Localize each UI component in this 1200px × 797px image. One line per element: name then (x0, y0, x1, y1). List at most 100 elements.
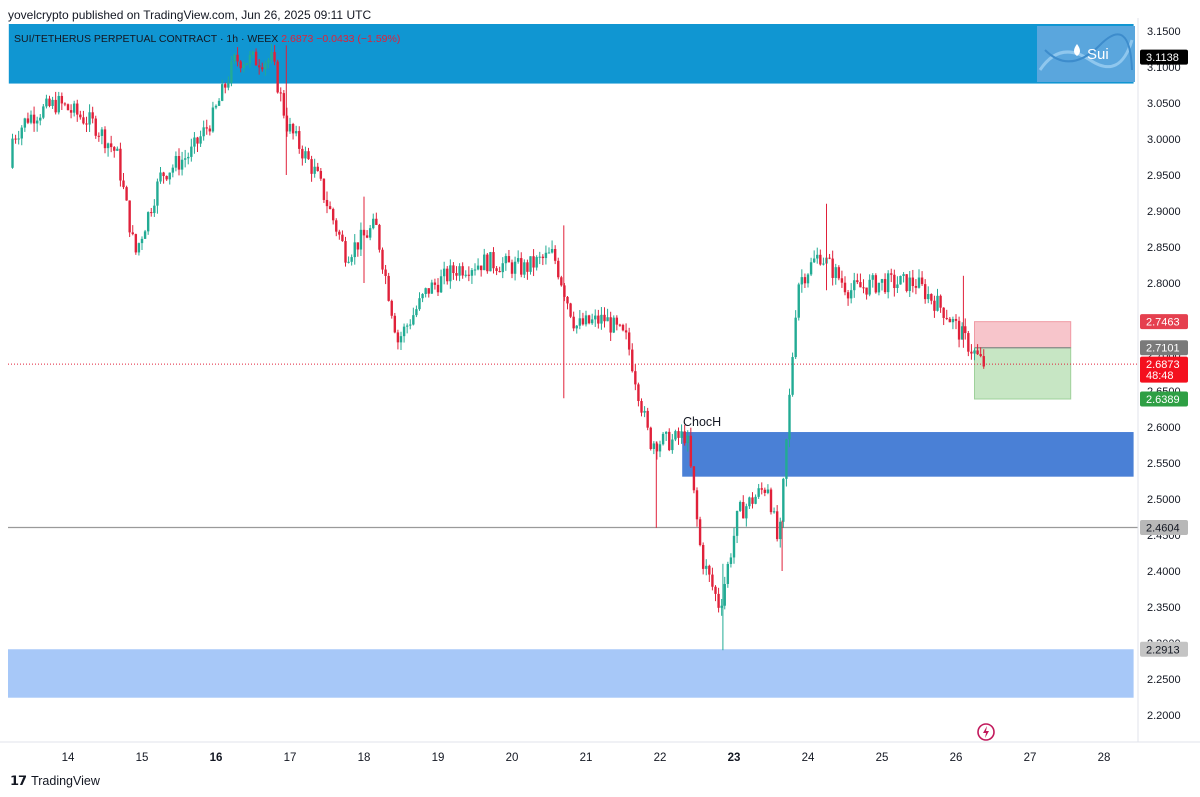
candle-body (677, 431, 680, 438)
candle-body (109, 143, 113, 148)
candle-body (779, 521, 782, 540)
candle-body (106, 143, 110, 149)
candle-body (933, 300, 936, 311)
candle-body (140, 238, 144, 244)
candle-body (251, 51, 255, 55)
candle-body (973, 350, 976, 354)
price-axis-tick: 2.8000 (1147, 278, 1181, 290)
candle-body (723, 583, 726, 606)
candle-body (350, 257, 353, 262)
candle-body (936, 295, 939, 311)
candle-body (612, 317, 615, 333)
candle-body (310, 159, 313, 174)
candle-body (967, 333, 970, 352)
candle-body (69, 110, 73, 113)
price-tag (1140, 340, 1188, 356)
candle-body (908, 277, 911, 291)
candle-body (338, 231, 341, 235)
tradingview-footer-logo[interactable]: 𝟭𝟳 TradingView (10, 773, 100, 789)
candle-body (165, 176, 168, 180)
candle-body (187, 156, 190, 159)
candle-body (957, 320, 961, 340)
candle-body (270, 52, 273, 60)
candle-body (880, 279, 884, 283)
candle-body (640, 401, 643, 413)
candle-body (871, 275, 874, 280)
time-axis-tick: 20 (506, 752, 519, 764)
lightning-bolt-glyph (983, 726, 989, 738)
candle-body (754, 496, 757, 504)
candle-body (242, 64, 245, 69)
candle-body (603, 314, 606, 322)
time-axis-tick: 14 (62, 752, 75, 764)
candle-body (930, 294, 933, 301)
candle-body (378, 224, 381, 250)
candle-body (91, 112, 94, 119)
candle-body (637, 384, 640, 402)
candle-body (128, 200, 131, 233)
price-axis-tick: 3.1000 (1147, 62, 1181, 74)
candle-body (828, 257, 831, 259)
candle-body (760, 488, 763, 490)
candle-body (393, 315, 397, 333)
sui-badge-swirl (1044, 33, 1133, 71)
candle-body (313, 166, 316, 174)
candle-body (513, 261, 517, 274)
candle-body (806, 274, 810, 284)
candle-body (190, 146, 193, 157)
candle-body (886, 273, 890, 293)
candle-body (359, 229, 363, 250)
candle-body (541, 256, 545, 259)
candle-body (905, 274, 908, 291)
candle-body (680, 431, 683, 438)
candle-body (893, 274, 896, 288)
candle-body (267, 59, 270, 63)
price-axis-tick: 2.5500 (1147, 458, 1181, 470)
candle-body (418, 298, 421, 310)
candle-body (911, 277, 915, 287)
time-axis-tick: 28 (1098, 752, 1111, 764)
price-axis-tick: 3.1500 (1147, 26, 1181, 38)
candle-body (803, 277, 807, 284)
legend-price: 2.6873 (281, 33, 314, 45)
candle-body (557, 260, 560, 278)
lightning-icon[interactable] (977, 723, 995, 741)
candle-body (575, 325, 578, 329)
choch-demand-zone (682, 432, 1134, 477)
candle-body (812, 258, 816, 263)
candle-body (455, 273, 458, 276)
symbol-name: SUI/TETHERUS PERPETUAL CONTRACT · 1h · W… (14, 33, 279, 45)
candle-body (353, 242, 356, 258)
candle-body (298, 131, 301, 149)
candle-body (32, 114, 36, 124)
candle-body (162, 172, 165, 177)
candle-body (822, 263, 825, 265)
time-axis-tick: 15 (136, 752, 149, 764)
candle-body (868, 279, 871, 295)
price-tag-label: 2.7101 (1146, 343, 1180, 355)
candle-body (125, 187, 128, 201)
candle-body (356, 242, 360, 250)
candle-body (498, 270, 501, 273)
candle-body (523, 262, 526, 275)
candle-body (180, 159, 184, 170)
candle-body (82, 117, 85, 124)
candle-body (94, 118, 97, 136)
candle-body (17, 138, 20, 140)
candle-body (88, 112, 91, 125)
candle-body (492, 252, 495, 269)
candle-body (618, 324, 622, 326)
candle-body (113, 147, 116, 151)
price-axis-tick: 3.0500 (1147, 98, 1181, 110)
candle-body (344, 241, 347, 263)
time-axis-tick: 19 (432, 752, 445, 764)
candle-body (711, 574, 714, 587)
candle-body (196, 137, 199, 144)
countdown-timer: 48:48 (1146, 370, 1174, 382)
candle-body (412, 315, 415, 325)
candle-body (279, 92, 282, 94)
candle-body (927, 294, 930, 300)
candle-body (11, 138, 14, 168)
candle-body (415, 309, 418, 316)
